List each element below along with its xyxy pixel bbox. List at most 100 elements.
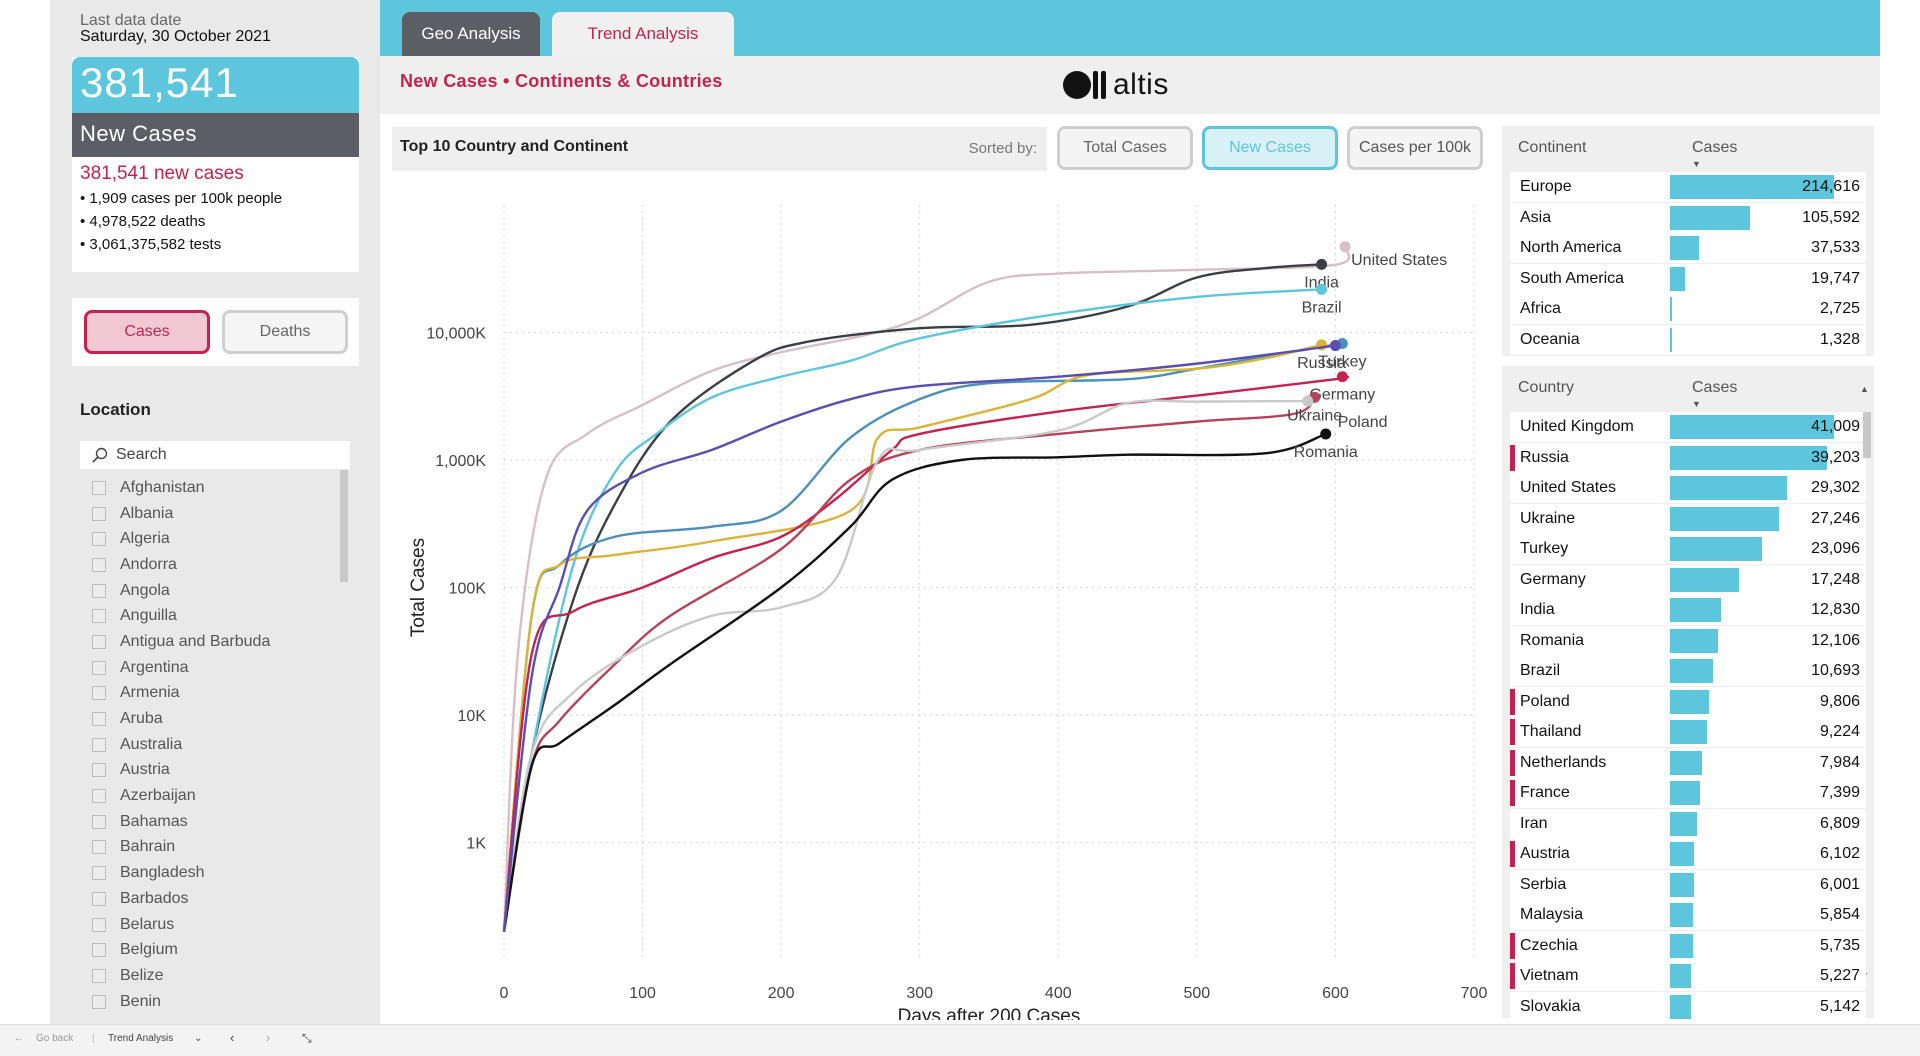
row-value: 39,203 — [1811, 448, 1860, 466]
chevron-down-icon[interactable]: ⌄ — [194, 1033, 203, 1044]
location-item[interactable]: Belarus — [92, 912, 342, 938]
row-value: 6,809 — [1819, 814, 1860, 832]
location-item[interactable]: Australia — [92, 732, 342, 758]
location-item[interactable]: Argentina — [92, 655, 342, 681]
location-item[interactable]: Angola — [92, 578, 342, 604]
sort-cases-per-100k-button[interactable]: Cases per 100k — [1347, 126, 1483, 170]
table-row[interactable]: Slovakia 5,142 — [1510, 991, 1866, 1022]
tab-geo-analysis[interactable]: Geo Analysis — [402, 12, 540, 56]
deaths-toggle-button[interactable]: Deaths — [222, 310, 348, 354]
country-scrollbar[interactable] — [1863, 412, 1871, 458]
table-row[interactable]: Germany 17,248 — [1510, 564, 1866, 595]
checkbox[interactable] — [92, 891, 106, 906]
scroll-up-icon[interactable]: ▲ — [1860, 384, 1869, 394]
kpi-label: New Cases — [72, 113, 359, 157]
location-item[interactable]: Andorra — [92, 552, 342, 578]
sort-new-cases-button[interactable]: New Cases — [1202, 126, 1338, 170]
table-row[interactable]: Oceania 1,328 — [1510, 324, 1866, 355]
table-row[interactable]: Iran 6,809 — [1510, 808, 1866, 839]
table-row[interactable]: Turkey 23,096 — [1510, 534, 1866, 564]
table-row[interactable]: Serbia 6,001 — [1510, 869, 1866, 900]
checkbox[interactable] — [92, 634, 106, 649]
checkbox[interactable] — [92, 712, 106, 727]
location-item[interactable]: Belgium — [92, 937, 342, 963]
trend-chart[interactable]: 0 100 200 300 400 500 600 700 1K 10K 100K 1,000K 10,… — [392, 175, 1492, 1020]
table-row[interactable]: France 7,399 — [1510, 778, 1866, 808]
checkbox[interactable] — [92, 686, 106, 701]
location-search-input[interactable]: Search — [80, 441, 350, 469]
checkbox[interactable] — [92, 737, 106, 752]
checkbox[interactable] — [92, 583, 106, 598]
next-page-icon[interactable]: › — [266, 1030, 271, 1045]
checkbox[interactable] — [92, 763, 106, 778]
cases-col-header[interactable]: Cases — [1692, 139, 1738, 156]
table-row[interactable]: Russia 39,203 — [1510, 442, 1866, 473]
location-item[interactable]: Azerbaijan — [92, 783, 342, 809]
table-row[interactable]: Netherlands 7,984 — [1510, 747, 1866, 778]
location-label: Argentina — [120, 658, 189, 676]
location-item[interactable]: Bahrain — [92, 835, 342, 861]
location-item[interactable]: Bangladesh — [92, 860, 342, 886]
location-item[interactable]: Barbados — [92, 886, 342, 912]
checkbox[interactable] — [92, 609, 106, 624]
sort-total-cases-button[interactable]: Total Cases — [1057, 126, 1193, 170]
location-item[interactable]: Antigua and Barbuda — [92, 629, 342, 655]
checkbox[interactable] — [92, 917, 106, 932]
country-col-header[interactable]: Country — [1518, 379, 1575, 396]
location-item[interactable]: Armenia — [92, 681, 342, 707]
table-row[interactable]: Romania 12,106 — [1510, 625, 1866, 656]
checkbox[interactable] — [92, 660, 106, 675]
checkbox[interactable] — [92, 789, 106, 804]
table-row[interactable]: United Kingdom 41,009 — [1510, 412, 1866, 442]
table-row[interactable]: Czechia 5,735 — [1510, 930, 1866, 961]
page-selector[interactable]: Trend Analysis — [108, 1033, 174, 1044]
prev-page-icon[interactable]: ‹ — [230, 1030, 235, 1045]
location-scrollbar[interactable] — [340, 470, 348, 582]
checkbox[interactable] — [92, 814, 106, 829]
checkbox[interactable] — [92, 557, 106, 572]
cases-toggle-button[interactable]: Cases — [84, 310, 210, 354]
table-row[interactable]: Vietnam 5,227 — [1510, 961, 1866, 991]
continent-col-header[interactable]: Continent — [1518, 139, 1587, 156]
table-row[interactable]: North America 37,533 — [1510, 233, 1866, 263]
table-row[interactable]: India 12,830 — [1510, 595, 1866, 625]
location-item[interactable]: Albania — [92, 501, 342, 527]
go-back-link[interactable]: Go back — [36, 1033, 74, 1044]
collapse-icon[interactable]: ⤡ — [302, 1031, 312, 1045]
table-row[interactable]: Brazil 10,693 — [1510, 656, 1866, 686]
location-item[interactable]: Aruba — [92, 706, 342, 732]
checkbox[interactable] — [92, 866, 106, 881]
checkbox[interactable] — [92, 968, 106, 983]
location-item[interactable]: Anguilla — [92, 603, 342, 629]
back-arrow-icon[interactable]: ← — [14, 1033, 24, 1044]
checkbox[interactable] — [92, 480, 106, 495]
row-value: 27,246 — [1811, 509, 1860, 527]
tab-trend-analysis[interactable]: Trend Analysis — [552, 12, 734, 56]
table-row[interactable]: Africa 2,725 — [1510, 294, 1866, 324]
cases-col-header[interactable]: Cases — [1692, 379, 1738, 396]
table-row[interactable]: Thailand 9,224 — [1510, 717, 1866, 747]
location-item[interactable]: Belize — [92, 963, 342, 989]
location-item[interactable]: Algeria — [92, 526, 342, 552]
checkbox[interactable] — [92, 840, 106, 855]
row-bar — [1670, 964, 1691, 988]
location-item[interactable]: Afghanistan — [92, 475, 342, 501]
table-row[interactable]: Austria 6,102 — [1510, 839, 1866, 869]
table-row[interactable]: South America 19,747 — [1510, 263, 1866, 294]
y-tick-label: 1K — [466, 836, 486, 853]
checkbox[interactable] — [92, 943, 106, 958]
checkbox[interactable] — [92, 506, 106, 521]
table-row[interactable]: Poland 9,806 — [1510, 686, 1866, 717]
location-item[interactable]: Austria — [92, 758, 342, 784]
checkbox[interactable] — [92, 994, 106, 1009]
table-row[interactable]: Asia 105,592 — [1510, 202, 1866, 233]
row-name: South America — [1520, 269, 1625, 287]
location-item[interactable]: Benin — [92, 989, 342, 1015]
row-name: France — [1520, 784, 1570, 801]
checkbox[interactable] — [92, 532, 106, 547]
table-row[interactable]: Ukraine 27,246 — [1510, 503, 1866, 534]
table-row[interactable]: United States 29,302 — [1510, 473, 1866, 503]
location-item[interactable]: Bahamas — [92, 809, 342, 835]
table-row[interactable]: Europe 214,616 — [1510, 172, 1866, 202]
table-row[interactable]: Malaysia 5,854 — [1510, 900, 1866, 930]
